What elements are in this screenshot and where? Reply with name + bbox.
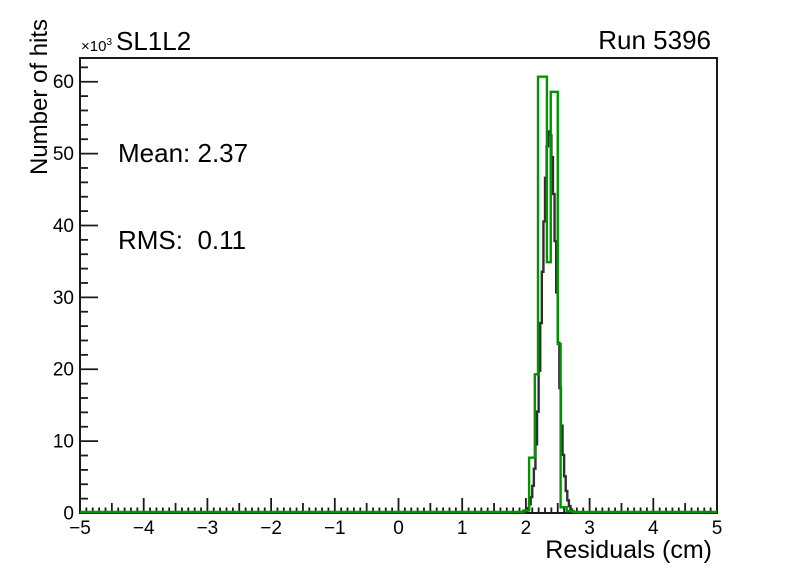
- y-axis-tick-label: 0: [63, 504, 74, 525]
- y-axis-tick-label: 10: [53, 432, 74, 453]
- y-axis-tick-label: 20: [53, 360, 74, 381]
- x-axis-tick-label: 5: [712, 518, 723, 539]
- y-axis-tick-label: 50: [53, 144, 74, 165]
- y-axis-tick-label: 30: [53, 288, 74, 309]
- y-axis-tick-label: 60: [53, 72, 74, 93]
- gaussian-fit-curve: [519, 130, 590, 514]
- x-axis-tick-label: −4: [133, 518, 155, 539]
- scale-exponent: 3: [106, 37, 113, 48]
- x-axis-title: Residuals (cm): [545, 536, 712, 564]
- stats-mean: Mean: 2.37: [118, 138, 249, 168]
- residuals-histogram-line: [80, 75, 717, 514]
- stats-box: Mean: 2.37 RMS: 0.11: [118, 81, 248, 313]
- y-axis-tick-label: 40: [53, 216, 74, 237]
- x-axis-tick-label: 4: [648, 518, 659, 539]
- x-axis-tick-label: 0: [393, 518, 404, 539]
- x-axis-tick-label: 1: [457, 518, 468, 539]
- run-label: Run 5396: [598, 25, 711, 55]
- y-axis-title: Number of hits: [26, 18, 53, 175]
- x-axis-tick-label: −2: [260, 518, 282, 539]
- x-axis-tick-label: −1: [324, 518, 346, 539]
- plot-title: SL1L2: [116, 26, 192, 56]
- x-axis-tick-label: 3: [584, 518, 595, 539]
- y-axis-scale-label: ×103: [81, 37, 112, 56]
- x-axis-tick-label: −3: [197, 518, 219, 539]
- x-axis-tick-label: 2: [521, 518, 532, 539]
- x-axis-tick-label: −5: [69, 518, 91, 539]
- stats-rms: RMS: 0.11: [118, 225, 247, 255]
- scale-base: ×10: [81, 38, 107, 55]
